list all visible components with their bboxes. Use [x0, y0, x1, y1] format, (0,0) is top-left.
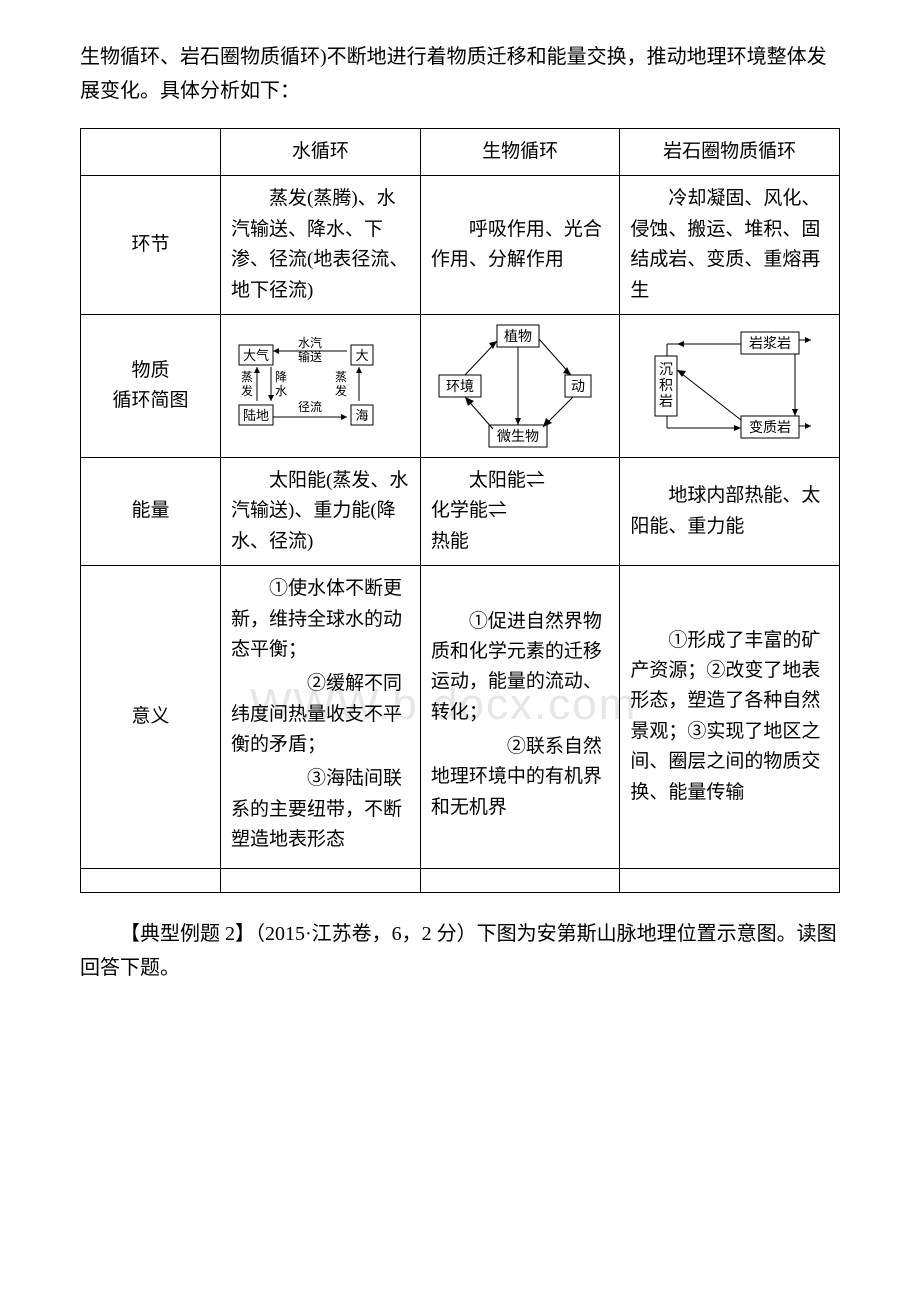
- table-row-nengliang: 能量 太阳能(蒸发、水汽输送)、重力能(降水、径流) 太阳能⇌ 化学能⇌ 热能 …: [81, 457, 840, 565]
- empty-cell-2: [221, 868, 421, 892]
- header-blank: [81, 129, 221, 176]
- huanjie-col1: 蒸发(蒸腾)、水汽输送、降水、下渗、径流(地表径流、地下径流): [221, 176, 421, 315]
- empty-cell-3: [420, 868, 620, 892]
- huanjie-col3: 冷却凝固、风化、侵蚀、搬运、堆积、固结成岩、变质、重熔再生: [620, 176, 840, 315]
- table-row-diagram: 物质 循环简图 大气 水汽 输送 大 蒸 发: [81, 314, 840, 457]
- bio-cycle-diagram: 植物 环境 动 微生物: [435, 321, 605, 451]
- water-label-fa-r: 发: [335, 383, 347, 398]
- nengliang-col2: 太阳能⇌ 化学能⇌ 热能: [420, 457, 620, 565]
- bio-label-zhiwu: 植物: [504, 329, 532, 345]
- empty-cell-1: [81, 868, 221, 892]
- table-row-yiyi: 意义 ①使水体不断更新，维持全球水的动态平衡； ②缓解不同纬度间热量收支不平衡的…: [81, 566, 840, 869]
- row-label-diagram: 物质 循环简图: [81, 314, 221, 457]
- rock-label-bianzhiyan: 变质岩: [749, 420, 791, 436]
- nengliang-col2-l3: 热能: [431, 527, 610, 557]
- rock-label-chen: 沉: [659, 362, 673, 378]
- table-header-row: 水循环 生物循环 岩石圈物质循环: [81, 129, 840, 176]
- footer-paragraph: 【典型例题 2】（2015·江苏卷，6，2 分）下图为安第斯山脉地理位置示意图。…: [80, 917, 840, 985]
- diagram-label-line1: 物质: [91, 356, 210, 386]
- water-label-shui: 水: [275, 384, 287, 398]
- nengliang-col2-l1: 太阳能⇌: [431, 466, 610, 496]
- diagram-water-cell: 大气 水汽 输送 大 蒸 发 降 水 蒸: [221, 314, 421, 457]
- water-label-da: 大: [356, 348, 369, 363]
- water-cycle-diagram: 大气 水汽 输送 大 蒸 发 降 水 蒸: [235, 331, 405, 441]
- empty-cell-4: [620, 868, 840, 892]
- header-col1: 水循环: [221, 129, 421, 176]
- header-col3: 岩石圈物质循环: [620, 129, 840, 176]
- rock-label-yan: 岩: [659, 394, 673, 410]
- huanjie-col2: 呼吸作用、光合作用、分解作用: [420, 176, 620, 315]
- rock-label-ji: 积: [659, 378, 673, 394]
- header-col2: 生物循环: [420, 129, 620, 176]
- row-label-huanjie: 环节: [81, 176, 221, 315]
- rock-label-yanjiangyan: 岩浆岩: [749, 336, 791, 352]
- rock-cycle-diagram: 岩浆岩 沉 积 岩 变质岩: [645, 326, 815, 446]
- water-label-jiang: 降: [275, 370, 287, 384]
- bio-label-dong: 动: [571, 379, 585, 395]
- nengliang-col2-l2: 化学能⇌: [431, 496, 610, 526]
- water-label-zheng-l: 蒸: [241, 370, 253, 384]
- water-label-ludi: 陆地: [243, 408, 269, 423]
- yiyi-col1: ①使水体不断更新，维持全球水的动态平衡； ②缓解不同纬度间热量收支不平衡的矛盾；…: [221, 566, 421, 869]
- yiyi-col3: ①形成了丰富的矿产资源；②改变了地表形态，塑造了各种自然景观；③实现了地区之间、…: [620, 566, 840, 869]
- comparison-table: 水循环 生物循环 岩石圈物质循环 环节 蒸发(蒸腾)、水汽输送、降水、下渗、径流…: [80, 128, 840, 893]
- nengliang-col1: 太阳能(蒸发、水汽输送)、重力能(降水、径流): [221, 457, 421, 565]
- diagram-label-line2: 循环简图: [91, 386, 210, 416]
- intro-paragraph: 生物循环、岩石圈物质循环)不断地进行着物质迁移和能量交换，推动地理环境整体发展变…: [80, 40, 840, 108]
- row-label-yiyi: 意义: [81, 566, 221, 869]
- water-label-fa-l: 发: [241, 383, 253, 398]
- nengliang-col3: 地球内部热能、太阳能、重力能: [620, 457, 840, 565]
- row-label-nengliang: 能量: [81, 457, 221, 565]
- bio-label-huanjing: 环境: [446, 379, 474, 395]
- yiyi-col2: ①促进自然界物质和化学元素的迁移运动，能量的流动、转化； ②联系自然地理环境中的…: [420, 566, 620, 869]
- water-label-daqi: 大气: [243, 348, 269, 363]
- diagram-rock-cell: 岩浆岩 沉 积 岩 变质岩: [620, 314, 840, 457]
- water-label-hai: 海: [356, 408, 369, 423]
- water-label-jingliu: 径流: [298, 400, 322, 414]
- table-empty-row: [81, 868, 840, 892]
- bio-label-weishengwu: 微生物: [497, 429, 539, 445]
- water-label-shuiqi: 水汽: [298, 335, 322, 350]
- table-row-huanjie: 环节 蒸发(蒸腾)、水汽输送、降水、下渗、径流(地表径流、地下径流) 呼吸作用、…: [81, 176, 840, 315]
- diagram-bio-cell: 植物 环境 动 微生物: [420, 314, 620, 457]
- water-label-zheng-r: 蒸: [335, 370, 347, 384]
